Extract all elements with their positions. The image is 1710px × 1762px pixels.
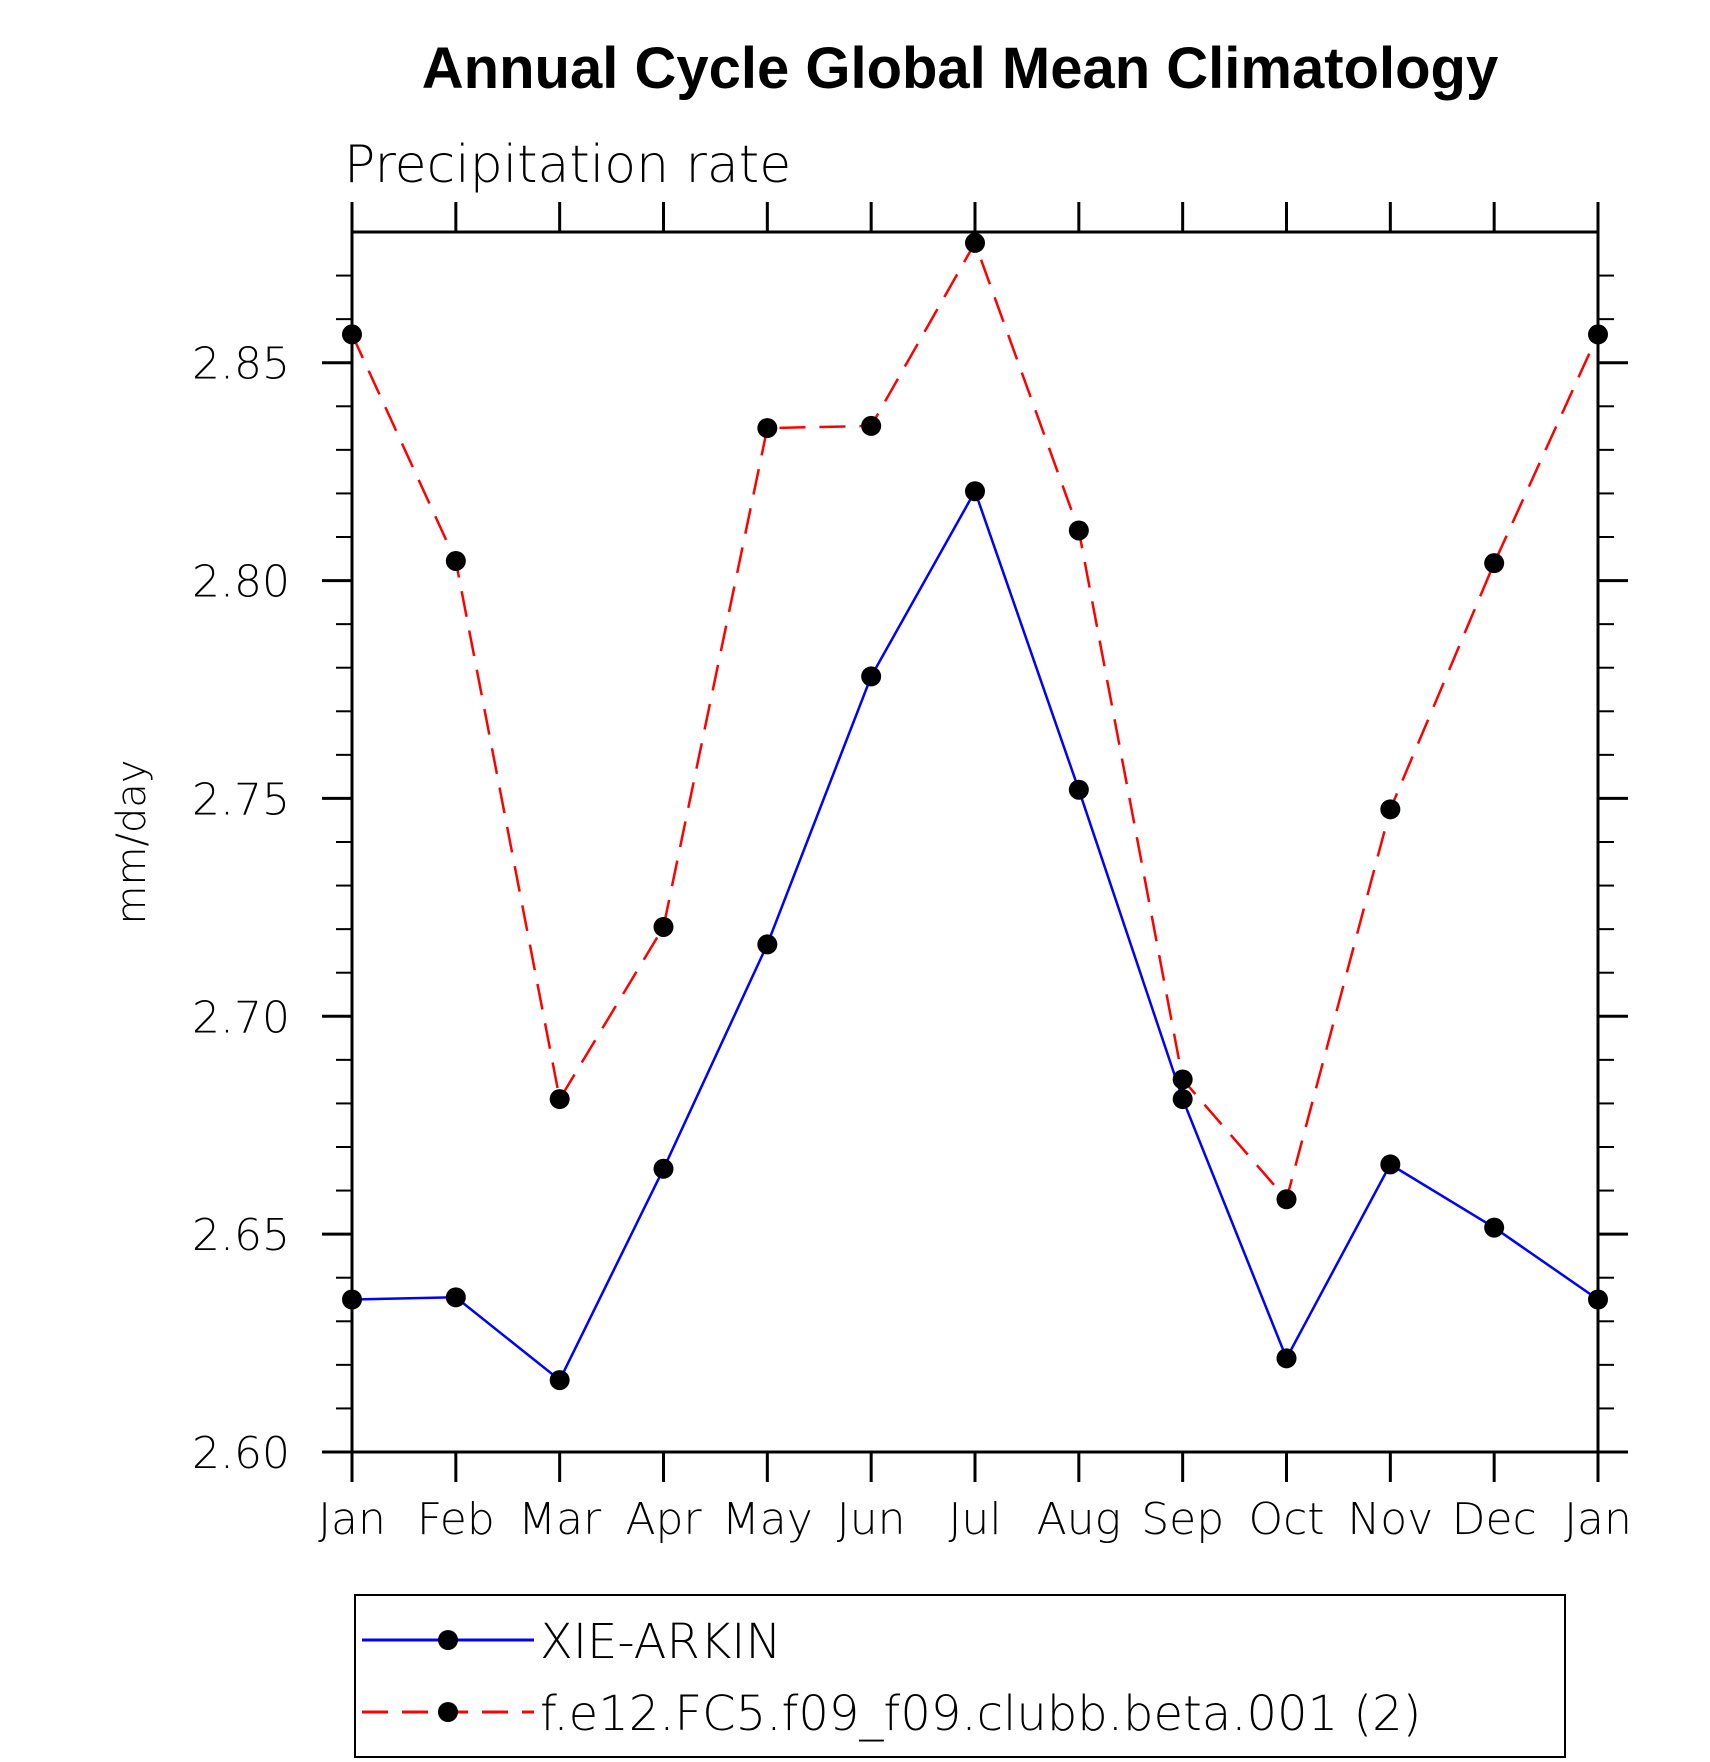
series-points <box>342 232 1608 1391</box>
legend-marker-model-run <box>438 1702 458 1722</box>
legend-label-xie-arkin: XIE-ARKIN <box>540 1614 781 1670</box>
data-point-series-0 <box>1484 1217 1505 1238</box>
series-line-0 <box>351 488 1599 1383</box>
plot-border <box>350 230 1600 1454</box>
x-tick-label: Feb <box>417 1494 495 1545</box>
x-tick-label: May <box>722 1494 813 1545</box>
data-point-series-1 <box>757 418 778 439</box>
y-axis-label: mm/day <box>109 760 155 925</box>
data-point-series-1 <box>549 1089 570 1110</box>
data-point-series-1 <box>1068 520 1089 541</box>
legend-marker-xie-arkin <box>438 1630 458 1650</box>
x-axis-tick-labels: Jan Feb Mar Apr May Jun Jul Aug Sep Oct Nov Dec Jan <box>318 1494 1632 1545</box>
x-tick-label: Apr <box>625 1494 702 1545</box>
x-tick-label: Jul <box>948 1494 1001 1545</box>
data-point-series-1 <box>342 324 362 345</box>
y-tick-label: 2.75 <box>192 774 290 825</box>
data-point-series-0 <box>861 666 882 687</box>
data-point-series-0 <box>757 934 778 955</box>
x-tick-label: Jan <box>1564 1494 1632 1545</box>
x-tick-label: Mar <box>518 1494 602 1545</box>
legend-label-model-run: f.e12.FC5.f09_f09.clubb.beta.001 (2) <box>540 1686 1421 1742</box>
data-point-series-0 <box>342 1289 362 1310</box>
data-point-series-1 <box>1588 324 1608 345</box>
chart-title: Annual Cycle Global Mean Climatology <box>422 36 1498 101</box>
y-tick-label: 2.80 <box>192 557 290 608</box>
axis-ticks <box>322 202 1628 1482</box>
data-point-series-0 <box>965 481 985 502</box>
data-point-series-1 <box>861 415 882 436</box>
x-tick-label: Sep <box>1141 1494 1224 1545</box>
y-tick-label: 2.65 <box>192 1210 290 1261</box>
x-tick-label: Aug <box>1037 1494 1121 1545</box>
data-point-series-1 <box>653 916 674 937</box>
series-line-1 <box>350 239 1600 1202</box>
x-tick-label: Jan <box>318 1494 386 1545</box>
y-tick-label: 2.85 <box>192 339 290 390</box>
legend-box <box>354 1594 1566 1758</box>
data-point-series-0 <box>653 1158 674 1179</box>
x-tick-label: Oct <box>1248 1494 1324 1545</box>
legend: XIE-ARKIN f.e12.FC5.f09_f09.clubb.beta.0… <box>354 1594 1566 1758</box>
data-point-series-0 <box>1380 1154 1401 1175</box>
data-point-series-0 <box>1276 1348 1297 1369</box>
y-tick-label: 2.60 <box>192 1428 290 1479</box>
data-point-series-0 <box>1172 1089 1193 1110</box>
data-point-series-1 <box>445 550 466 571</box>
data-point-series-1 <box>1172 1069 1193 1090</box>
series-lines <box>350 239 1600 1383</box>
x-tick-label: Dec <box>1452 1494 1537 1545</box>
y-axis-tick-labels: 2.60 2.65 2.70 2.75 2.80 2.85 <box>192 339 290 1479</box>
chart-subtitle: Precipitation rate <box>344 135 791 195</box>
x-tick-label: Jun <box>837 1494 906 1545</box>
data-point-series-0 <box>445 1287 466 1308</box>
x-tick-label: Nov <box>1347 1494 1433 1545</box>
data-point-series-0 <box>549 1370 570 1391</box>
data-point-series-1 <box>1276 1189 1297 1210</box>
data-point-series-0 <box>1068 779 1089 800</box>
data-point-series-1 <box>965 232 985 253</box>
data-point-series-1 <box>1484 553 1505 574</box>
y-tick-label: 2.70 <box>192 992 290 1043</box>
data-point-series-1 <box>1380 799 1401 820</box>
plot-frame <box>350 230 1600 1454</box>
data-point-series-0 <box>1588 1289 1608 1310</box>
